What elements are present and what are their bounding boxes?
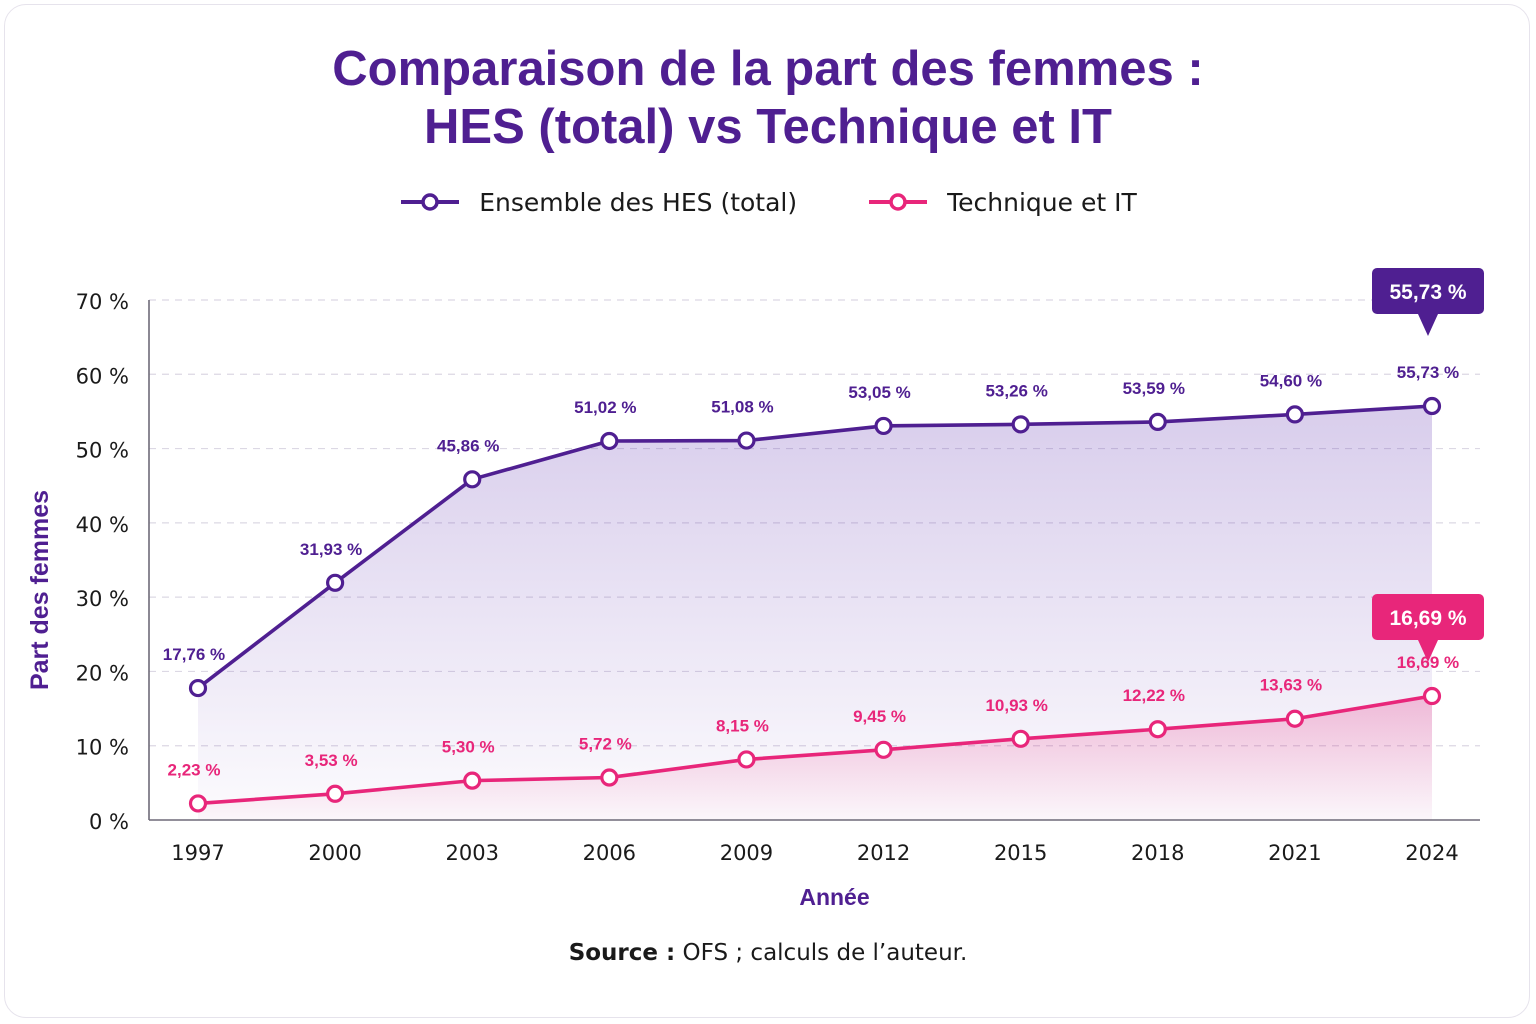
point-technique-it-2024: [1422, 686, 1442, 706]
point-technique-it-2012: [874, 740, 893, 759]
y-tick-label-30: 30 %: [76, 587, 129, 611]
data-label-technique-it-2021: 13,63 %: [1260, 676, 1322, 695]
callout-pointer-hes-total: [1418, 314, 1438, 337]
y-tick-label-70: 70 %: [76, 290, 129, 314]
legend-label-technique-it: Technique et IT: [947, 187, 1137, 217]
point-technique-it-2000: [326, 784, 345, 803]
chart-title: Comparaison de la part des femmes : HES …: [0, 40, 1536, 156]
point-technique-it-2003: [463, 771, 482, 790]
point-hes-total-2000: [326, 573, 345, 592]
source-note: Source : OFS ; calculs de l’auteur.: [0, 940, 1536, 966]
point-hes-total-2015: [1011, 415, 1030, 434]
point-technique-it-2015: [1011, 729, 1030, 748]
y-tick-label-0: 0 %: [89, 810, 129, 834]
legend-item-hes-total: Ensemble des HES (total): [399, 188, 797, 217]
point-hes-total-2012: [874, 416, 893, 436]
point-hes-total-2018: [1148, 412, 1167, 432]
line-hes-total: [196, 404, 1433, 690]
point-technique-it-2021: [1285, 709, 1304, 728]
x-tick-label-2018: 2018: [1131, 841, 1184, 865]
x-axis-title: Année: [799, 884, 869, 910]
point-technique-it-1997: [188, 794, 208, 813]
point-technique-it-2009: [737, 750, 756, 769]
y-tick-label-20: 20 %: [76, 661, 129, 685]
source-text: OFS ; calculs de l’auteur.: [675, 940, 968, 966]
data-label-hes-total-2003: 45,86 %: [437, 436, 499, 455]
data-label-hes-total-1997: 17,76 %: [163, 645, 225, 664]
legend-marker-hes-total: [401, 193, 460, 211]
point-technique-it-2006: [600, 768, 619, 787]
point-hes-total-2003: [463, 470, 482, 489]
data-label-technique-it-2006: 5,72 %: [579, 735, 632, 754]
data-label-hes-total-2024: 55,73 %: [1397, 363, 1459, 382]
y-tick-label-50: 50 %: [76, 439, 129, 463]
x-tick-label-1997: 1997: [171, 841, 224, 865]
x-tick-label-2006: 2006: [583, 841, 636, 865]
x-tick-label-2003: 2003: [445, 841, 498, 865]
point-hes-total-2009: [737, 431, 756, 450]
callout-hes-total: 55,73 %: [1372, 268, 1484, 337]
data-label-technique-it-2012: 9,45 %: [853, 707, 906, 726]
callout-technique-it: 16,69 %: [1372, 594, 1484, 663]
area-hes-total: [198, 406, 1432, 820]
data-label-hes-total-2009: 51,08 %: [711, 398, 773, 417]
x-tick-label-2015: 2015: [994, 841, 1047, 865]
data-label-hes-total-2012: 53,05 %: [848, 383, 910, 402]
line-technique-it: [197, 694, 1433, 806]
callout-label-technique-it: 16,69 %: [1389, 607, 1466, 630]
data-label-technique-it-2018: 12,22 %: [1123, 686, 1185, 705]
chart-title-line-2: HES (total) vs Technique et IT: [424, 100, 1112, 154]
point-hes-total-2006: [600, 431, 619, 451]
y-tick-label-40: 40 %: [76, 513, 129, 537]
data-label-technique-it-2024: 16,69 %: [1397, 653, 1459, 672]
y-tick-label-10: 10 %: [76, 736, 129, 760]
legend-label-hes-total: Ensemble des HES (total): [479, 187, 798, 217]
data-label-hes-total-2021: 54,60 %: [1260, 371, 1322, 390]
data-label-hes-total-2018: 53,59 %: [1123, 379, 1185, 398]
data-label-technique-it-2000: 3,53 %: [305, 751, 358, 770]
data-label-technique-it-2009: 8,15 %: [716, 716, 769, 735]
legend-item-technique-it: Technique et IT: [867, 188, 1137, 217]
data-label-technique-it-1997: 2,23 %: [168, 760, 221, 779]
data-label-hes-total-2015: 53,26 %: [985, 381, 1047, 400]
data-label-hes-total-2006: 51,02 %: [574, 398, 636, 417]
chart-legend: Ensemble des HES (total) Technique et IT: [0, 184, 1536, 220]
y-tick-label-60: 60 %: [76, 364, 129, 388]
callout-box-hes-total: [1372, 268, 1484, 315]
point-hes-total-1997: [188, 678, 208, 698]
x-tick-label-2021: 2021: [1268, 841, 1321, 865]
data-label-technique-it-2003: 5,30 %: [442, 738, 495, 757]
x-tick-label-2000: 2000: [308, 841, 361, 865]
source-label: Source :: [568, 940, 676, 966]
data-label-hes-total-2000: 31,93 %: [300, 540, 362, 559]
point-hes-total-2021: [1285, 405, 1304, 424]
y-axis-title: Part des femmes: [26, 490, 54, 690]
callout-box-technique-it: [1372, 594, 1484, 641]
x-tick-label-2009: 2009: [720, 841, 773, 865]
legend-marker-technique-it: [869, 193, 928, 211]
x-tick-label-2024: 2024: [1405, 841, 1458, 865]
area-technique-it: [198, 696, 1432, 820]
callout-label-hes-total: 55,73 %: [1389, 281, 1466, 304]
callout-pointer-technique-it: [1418, 640, 1438, 663]
data-label-technique-it-2015: 10,93 %: [985, 696, 1047, 715]
point-hes-total-2024: [1422, 396, 1442, 416]
x-tick-label-2012: 2012: [857, 841, 910, 865]
point-technique-it-2018: [1148, 720, 1167, 739]
chart-title-line-1: Comparaison de la part des femmes :: [332, 42, 1204, 96]
